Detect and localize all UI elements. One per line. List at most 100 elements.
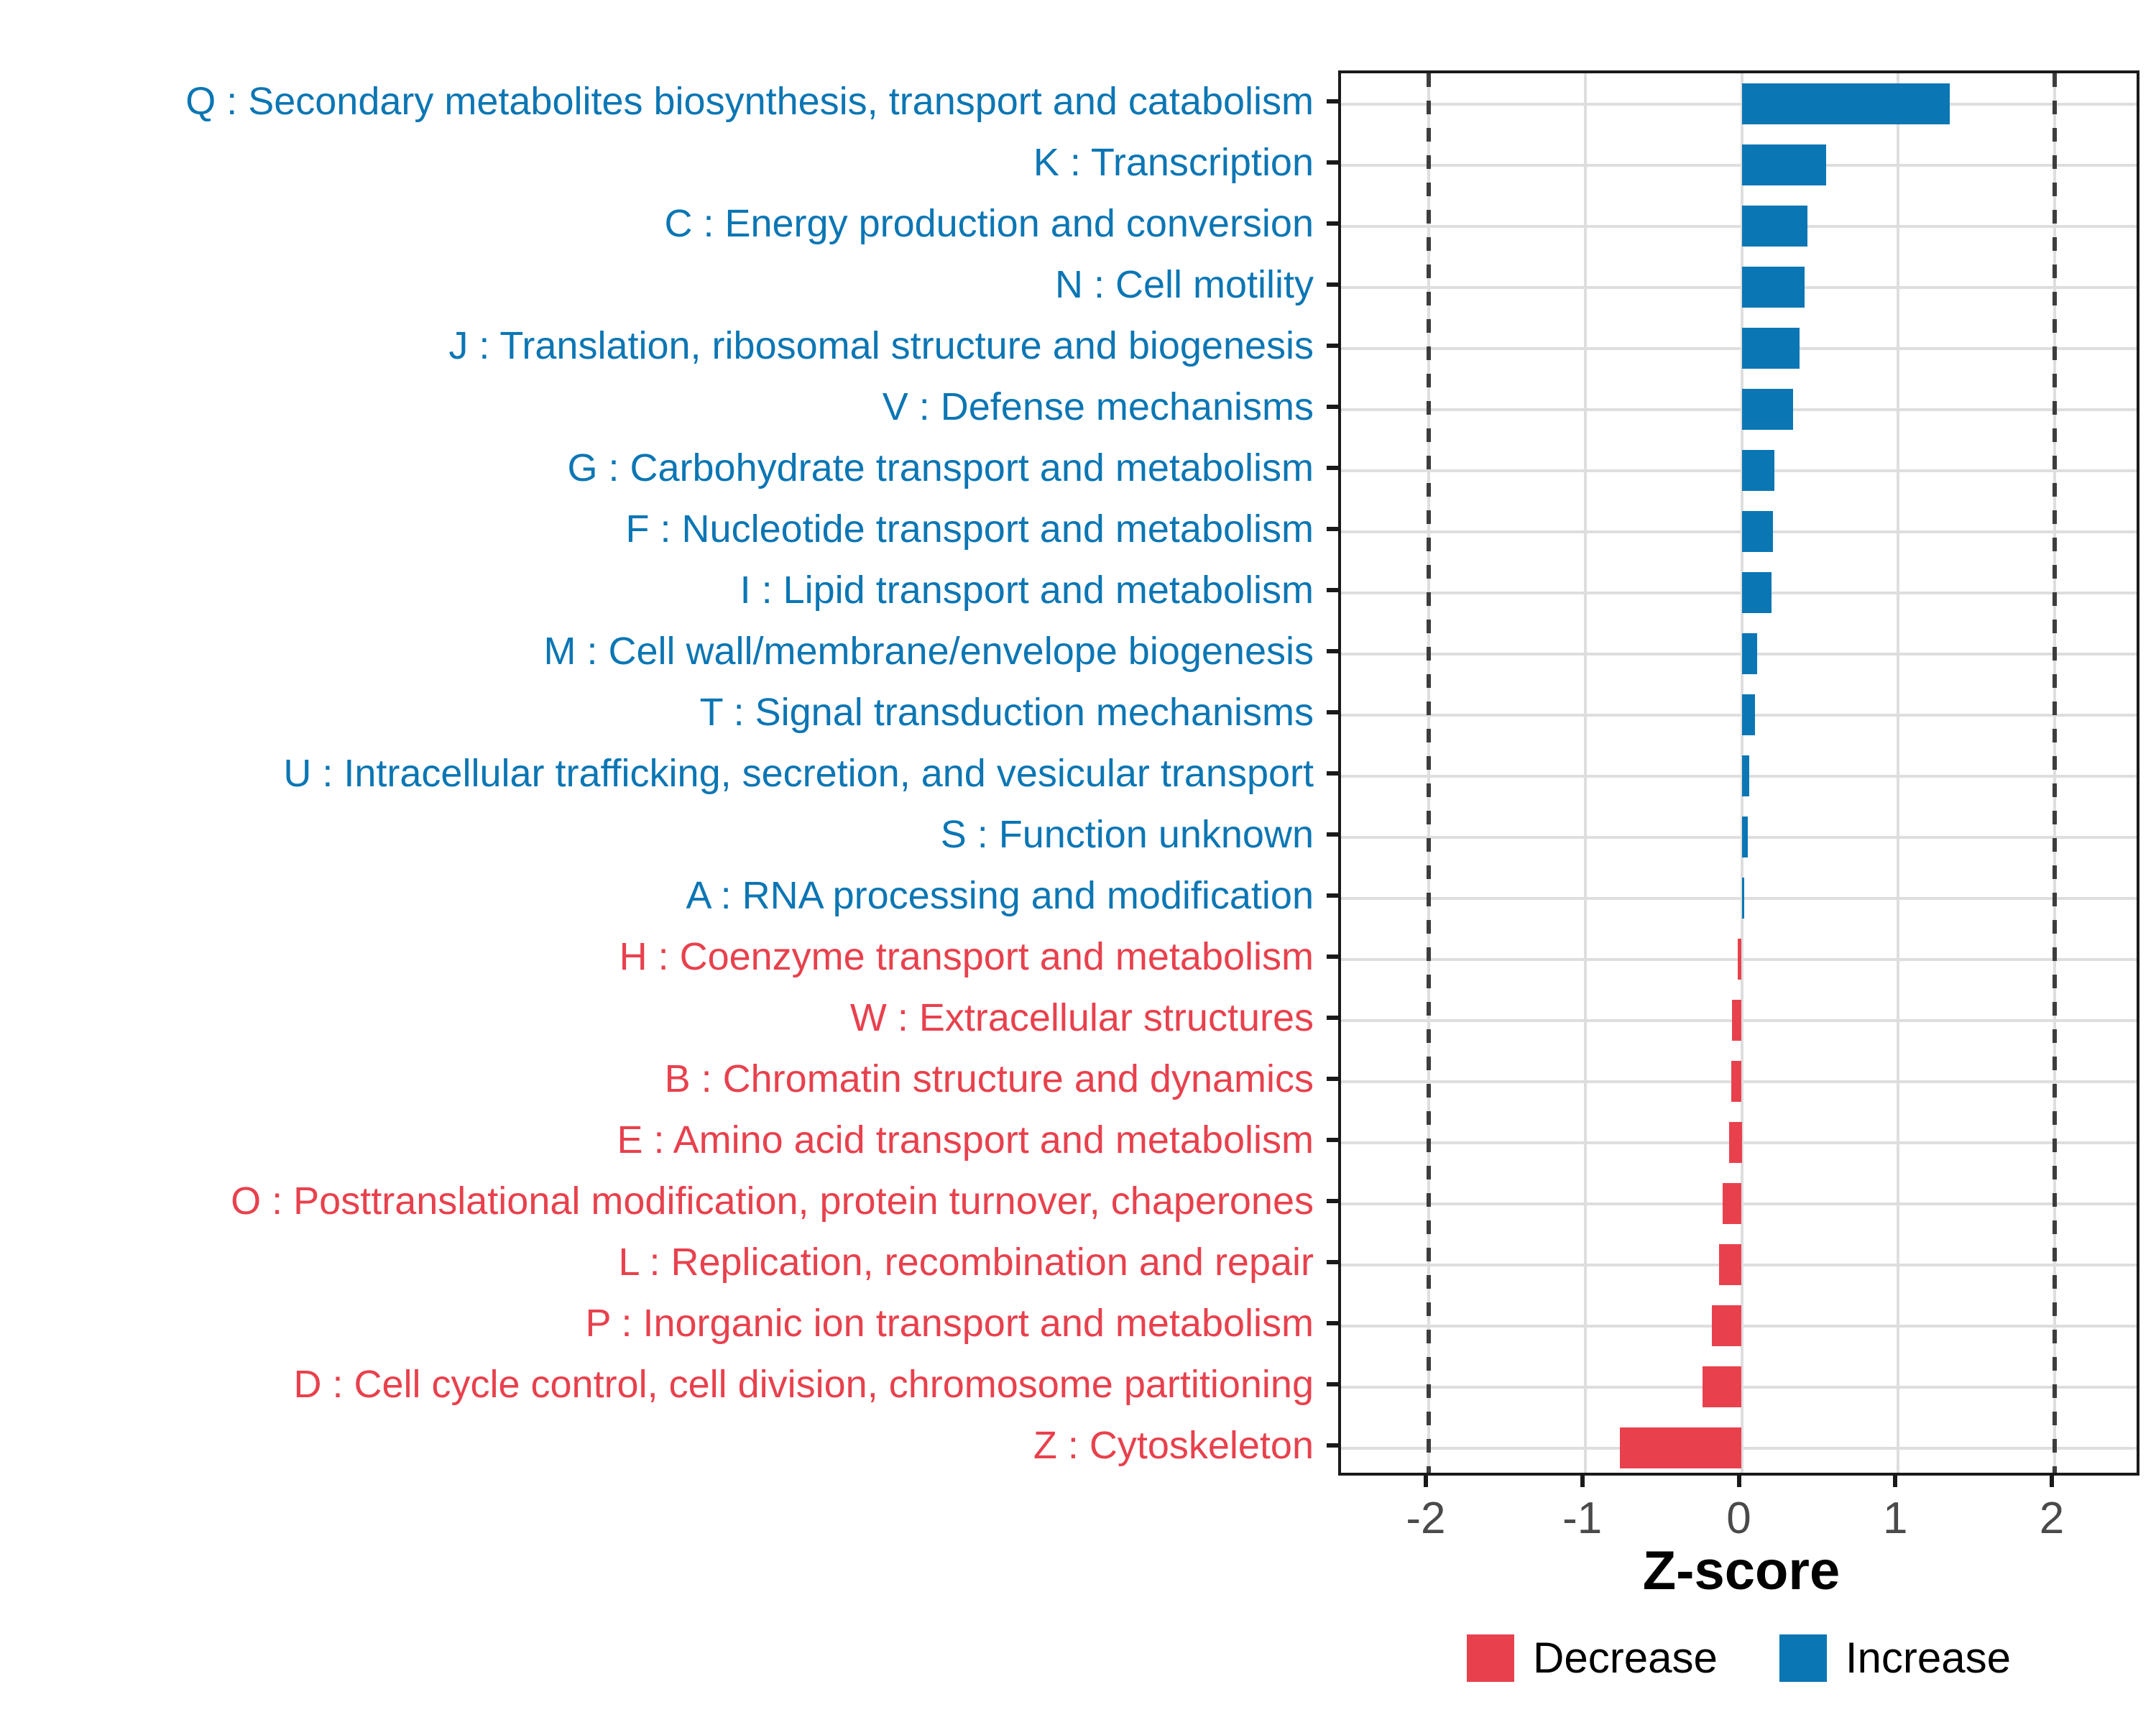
category-label: Q : Secondary metabolites biosynthesis, … bbox=[185, 79, 1314, 123]
category-label: P : Inorganic ion transport and metaboli… bbox=[585, 1301, 1314, 1345]
gridline-horizontal bbox=[1341, 774, 2137, 778]
bar bbox=[1741, 816, 1749, 857]
gridline-horizontal bbox=[1341, 346, 2137, 350]
category-label: K : Transcription bbox=[1033, 140, 1314, 184]
x-axis-tick-label: 1 bbox=[1883, 1494, 1908, 1543]
y-axis-tick bbox=[1327, 770, 1338, 776]
legend-swatch-increase bbox=[1779, 1634, 1827, 1682]
category-label: S : Function unknown bbox=[940, 812, 1314, 856]
category-label: V : Defense mechanisms bbox=[882, 385, 1314, 428]
x-axis-tick bbox=[2050, 1476, 2055, 1487]
category-label: H : Coenzyme transport and metabolism bbox=[619, 934, 1314, 978]
y-axis-tick bbox=[1327, 709, 1338, 714]
y-axis-tick bbox=[1327, 1198, 1338, 1203]
gridline-horizontal bbox=[1341, 285, 2137, 289]
bar bbox=[1741, 267, 1805, 308]
x-axis-tick-label: -1 bbox=[1562, 1494, 1603, 1543]
bar bbox=[1741, 328, 1800, 369]
gridline-horizontal bbox=[1341, 530, 2137, 533]
category-label: E : Amino acid transport and metabolism bbox=[617, 1118, 1314, 1162]
bar bbox=[1729, 1122, 1742, 1163]
y-axis-tick bbox=[1327, 832, 1338, 837]
bar bbox=[1741, 389, 1794, 430]
x-axis-tick bbox=[1580, 1476, 1585, 1487]
legend-swatch-decrease bbox=[1467, 1634, 1515, 1682]
bar bbox=[1718, 1244, 1742, 1285]
category-label: A : RNA processing and modification bbox=[686, 873, 1314, 917]
legend-label-increase: Increase bbox=[1845, 1634, 2011, 1682]
bar bbox=[1741, 450, 1775, 491]
bar bbox=[1741, 633, 1758, 674]
y-axis-tick bbox=[1327, 1443, 1338, 1448]
gridline-horizontal bbox=[1341, 591, 2137, 594]
bar bbox=[1731, 1000, 1742, 1041]
gridline-horizontal bbox=[1341, 102, 2137, 106]
category-label: B : Chromatin structure and dynamics bbox=[664, 1057, 1314, 1100]
category-label: Z : Cytoskeleton bbox=[1033, 1423, 1314, 1467]
gridline-vertical bbox=[1583, 73, 1587, 1473]
category-label: N : Cell motility bbox=[1054, 262, 1314, 306]
plot-panel bbox=[1338, 70, 2139, 1476]
gridline-vertical bbox=[1897, 73, 1900, 1473]
category-label: O : Posttranslational modification, prot… bbox=[231, 1179, 1314, 1223]
gridline-horizontal bbox=[1341, 713, 2137, 717]
category-label: J : Translation, ribosomal structure and… bbox=[448, 323, 1314, 367]
y-axis-tick bbox=[1327, 160, 1338, 165]
y-axis-tick bbox=[1327, 343, 1338, 348]
bar bbox=[1712, 1305, 1742, 1346]
bar bbox=[1731, 1061, 1742, 1102]
category-label: G : Carbohydrate transport and metabolis… bbox=[567, 446, 1314, 489]
y-axis-tick bbox=[1327, 465, 1338, 470]
gridline-horizontal bbox=[1341, 652, 2137, 656]
gridline-horizontal bbox=[1341, 835, 2137, 839]
y-axis-tick bbox=[1327, 98, 1338, 104]
y-axis-tick bbox=[1327, 221, 1338, 226]
bar bbox=[1741, 144, 1827, 185]
reference-line-dashed bbox=[1426, 73, 1431, 1473]
y-axis-tick bbox=[1327, 954, 1338, 959]
legend-label-decrease: Decrease bbox=[1533, 1634, 1718, 1682]
category-label: I : Lipid transport and metabolism bbox=[740, 568, 1314, 612]
y-axis-tick bbox=[1327, 1137, 1338, 1142]
y-axis-tick bbox=[1327, 404, 1338, 409]
legend: Decrease Increase bbox=[1338, 1633, 2139, 1683]
x-axis-title: Z-score bbox=[1642, 1540, 1841, 1601]
bar bbox=[1738, 939, 1742, 980]
x-axis-tick bbox=[1423, 1476, 1428, 1487]
gridline-horizontal bbox=[1341, 224, 2137, 228]
bar bbox=[1723, 1183, 1742, 1224]
category-label: L : Replication, recombination and repai… bbox=[618, 1240, 1314, 1284]
gridline-horizontal bbox=[1341, 408, 2137, 411]
bar bbox=[1741, 572, 1772, 613]
category-label: D : Cell cycle control, cell division, c… bbox=[293, 1362, 1314, 1406]
gridline-horizontal bbox=[1341, 163, 2137, 167]
category-label: C : Energy production and conversion bbox=[664, 201, 1314, 245]
category-label: T : Signal transduction mechanisms bbox=[699, 690, 1314, 734]
y-axis-tick bbox=[1327, 587, 1338, 592]
category-label: W : Extracellular structures bbox=[849, 995, 1314, 1039]
x-axis-tick bbox=[1736, 1476, 1741, 1487]
reference-line-dashed bbox=[2053, 73, 2058, 1473]
y-axis-tick bbox=[1327, 1076, 1338, 1081]
y-axis-tick bbox=[1327, 1015, 1338, 1020]
y-axis-tick bbox=[1327, 526, 1338, 531]
y-axis-tick bbox=[1327, 1381, 1338, 1386]
bar bbox=[1741, 755, 1750, 796]
y-axis-tick bbox=[1327, 648, 1338, 653]
x-axis-tick-label: 0 bbox=[1726, 1494, 1751, 1543]
x-axis-tick-label: 2 bbox=[2039, 1494, 2065, 1543]
category-label: U : Intracellular trafficking, secretion… bbox=[283, 751, 1314, 795]
x-axis-tick-label: -2 bbox=[1406, 1494, 1446, 1543]
bar bbox=[1619, 1427, 1742, 1468]
y-axis-tick bbox=[1327, 282, 1338, 287]
bar bbox=[1741, 878, 1744, 919]
y-axis-tick bbox=[1327, 1259, 1338, 1264]
y-axis-tick bbox=[1327, 1320, 1338, 1325]
bar bbox=[1741, 206, 1807, 247]
category-label: F : Nucleotide transport and metabolism bbox=[625, 507, 1314, 551]
bar bbox=[1741, 83, 1950, 124]
gridline-horizontal bbox=[1341, 469, 2137, 472]
gridline-horizontal bbox=[1341, 896, 2137, 900]
category-label: M : Cell wall/membrane/envelope biogenes… bbox=[543, 629, 1314, 673]
